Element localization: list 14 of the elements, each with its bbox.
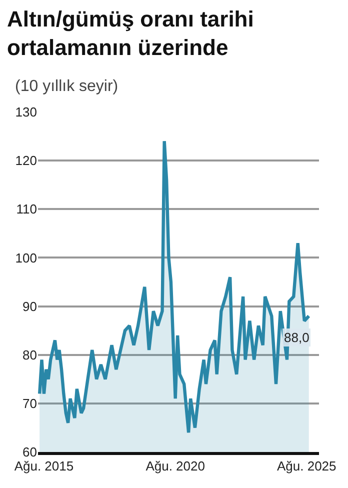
y-tick-label: 90 [22, 298, 37, 314]
y-tick-label: 70 [22, 396, 37, 411]
y-tick-label: 80 [22, 347, 37, 362]
y-tick-label: 110 [16, 202, 37, 217]
x-tick-label: Ağu. 2025 [276, 458, 336, 474]
chart-subtitle: (10 yıllık seyir) [15, 78, 118, 95]
y-tick-label: 130 [15, 104, 37, 120]
x-tick-label: Ağu. 2015 [14, 458, 74, 474]
y-tick-label: 120 [15, 153, 37, 168]
chart-title: Altın/gümüş oranı tarihi ortalamanın üzerinde [6, 6, 254, 60]
annotation: 88,0 [284, 330, 310, 345]
x-tick-label: Ağu. 2020 [146, 458, 205, 474]
y-tick-label: 100 [15, 250, 37, 266]
y-tick-label: 60 [22, 444, 37, 460]
